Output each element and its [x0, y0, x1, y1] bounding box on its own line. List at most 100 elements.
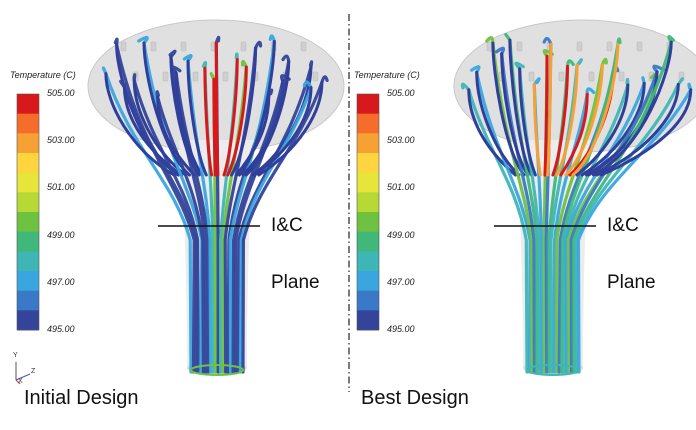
streamlines — [101, 34, 329, 376]
streamline — [119, 79, 198, 374]
colorbar-tick-label: 501.00 — [47, 182, 75, 193]
colorbar-swatch — [357, 133, 379, 154]
streamline-upper — [475, 70, 521, 177]
streamline-upper — [186, 59, 208, 177]
colorbar-swatch — [17, 271, 39, 292]
colorbar-tick-label: 501.00 — [387, 182, 415, 193]
colorbar-swatch — [17, 212, 39, 233]
streamline-upper — [203, 66, 214, 177]
streamline-upper — [580, 81, 646, 177]
ic-label: I&C — [271, 215, 303, 236]
streamline-upper — [543, 54, 549, 177]
colorbar — [356, 93, 380, 331]
streamline-upper — [599, 88, 693, 177]
colorbar-tick-label: 505.00 — [47, 88, 75, 98]
streamline-upper — [253, 86, 313, 177]
streamline — [485, 36, 534, 374]
colorbar-swatch — [17, 251, 39, 272]
streamline — [562, 77, 630, 374]
streamline — [552, 87, 596, 374]
streamline — [555, 57, 608, 374]
streamline-upper — [230, 46, 258, 177]
colorbar-swatch — [357, 231, 379, 252]
streamline — [172, 65, 210, 374]
colorbar-tick-label: 503.00 — [387, 135, 415, 146]
legend-title: Temperature (C) — [10, 70, 76, 80]
streamline — [234, 54, 291, 374]
streamline-upper — [575, 83, 630, 177]
streamline-visualization — [15, 19, 345, 385]
streamline-upper — [226, 65, 248, 177]
streamline-upper — [491, 41, 526, 177]
streamline-upper — [555, 63, 579, 177]
streamline — [572, 35, 675, 374]
streamline — [101, 66, 193, 374]
plane-label: Plane — [271, 272, 320, 293]
axis-z-label: Z — [31, 368, 36, 375]
colorbar-swatch — [17, 310, 39, 331]
streamline — [574, 77, 684, 374]
colorbar-swatch — [357, 271, 379, 292]
colorbar-swatch — [17, 290, 39, 311]
streamline — [560, 37, 622, 374]
streamline — [231, 74, 291, 374]
streamline — [470, 65, 532, 374]
streamline — [241, 75, 329, 374]
colorbar-swatch — [17, 133, 39, 154]
colorbar-swatch — [357, 153, 379, 174]
streamline-upper — [592, 40, 673, 177]
streamline-upper — [174, 71, 204, 177]
legend-title: Temperature (C) — [354, 70, 420, 80]
colorbar-swatch — [17, 172, 39, 193]
streamline-upper — [551, 64, 569, 177]
streamline-upper — [156, 95, 196, 177]
colorbar-swatch — [357, 212, 379, 233]
colorbar-swatch — [17, 192, 39, 213]
initial-design-panel: Temperature (C) 505.00 503.00 501.00 499.00… — [10, 19, 345, 409]
streamline-upper — [222, 58, 239, 177]
streamline-upper — [518, 67, 537, 177]
streamline-upper — [237, 39, 276, 177]
streamline-upper — [212, 77, 217, 177]
plane-label: Plane — [607, 272, 656, 293]
streamline — [228, 34, 276, 374]
best-design-panel: Temperature (C) 505.00 503.00 501.00 499.00… — [348, 0, 696, 430]
streamline — [495, 46, 536, 374]
streamline — [137, 35, 204, 374]
axis-y-label: Y — [13, 352, 18, 359]
colorbar-swatch — [357, 251, 379, 272]
streamline-upper — [595, 82, 680, 177]
streamline-upper — [244, 60, 291, 177]
streamline-upper — [508, 38, 533, 177]
colorbar-tick-label: 503.00 — [47, 135, 75, 146]
colorbar-tick-label: 499.00 — [387, 229, 415, 240]
streamline — [564, 76, 646, 374]
streamline — [236, 60, 314, 374]
colorbar-swatch — [17, 153, 39, 174]
streamline-upper — [571, 43, 620, 177]
colorbar-swatch — [17, 113, 39, 134]
colorbar-swatch — [357, 113, 379, 134]
colorbar-swatch — [17, 94, 39, 115]
streamline-upper — [500, 52, 530, 177]
streamline-upper — [559, 92, 589, 177]
colorbar-swatch — [357, 310, 379, 331]
design-caption: Initial Design — [24, 387, 139, 409]
streamline-upper — [532, 82, 542, 177]
streamlines — [460, 33, 693, 376]
streamline-upper — [546, 42, 553, 177]
colorbar-tick-label: 497.00 — [387, 276, 415, 287]
streamline — [155, 90, 205, 374]
axis-x-label: X — [18, 378, 23, 385]
colorbar — [16, 93, 40, 331]
streamline-visualization — [356, 19, 696, 376]
colorbar-swatch — [357, 172, 379, 193]
colorbar-tick-label: 499.00 — [47, 229, 75, 240]
streamline-upper — [257, 80, 324, 177]
colorbar-swatch — [357, 192, 379, 213]
colorbar-swatch — [357, 290, 379, 311]
streamline — [460, 82, 529, 374]
colorbar-tick-label: 495.00 — [47, 324, 75, 334]
streamline — [132, 73, 200, 374]
streamline — [576, 82, 693, 374]
